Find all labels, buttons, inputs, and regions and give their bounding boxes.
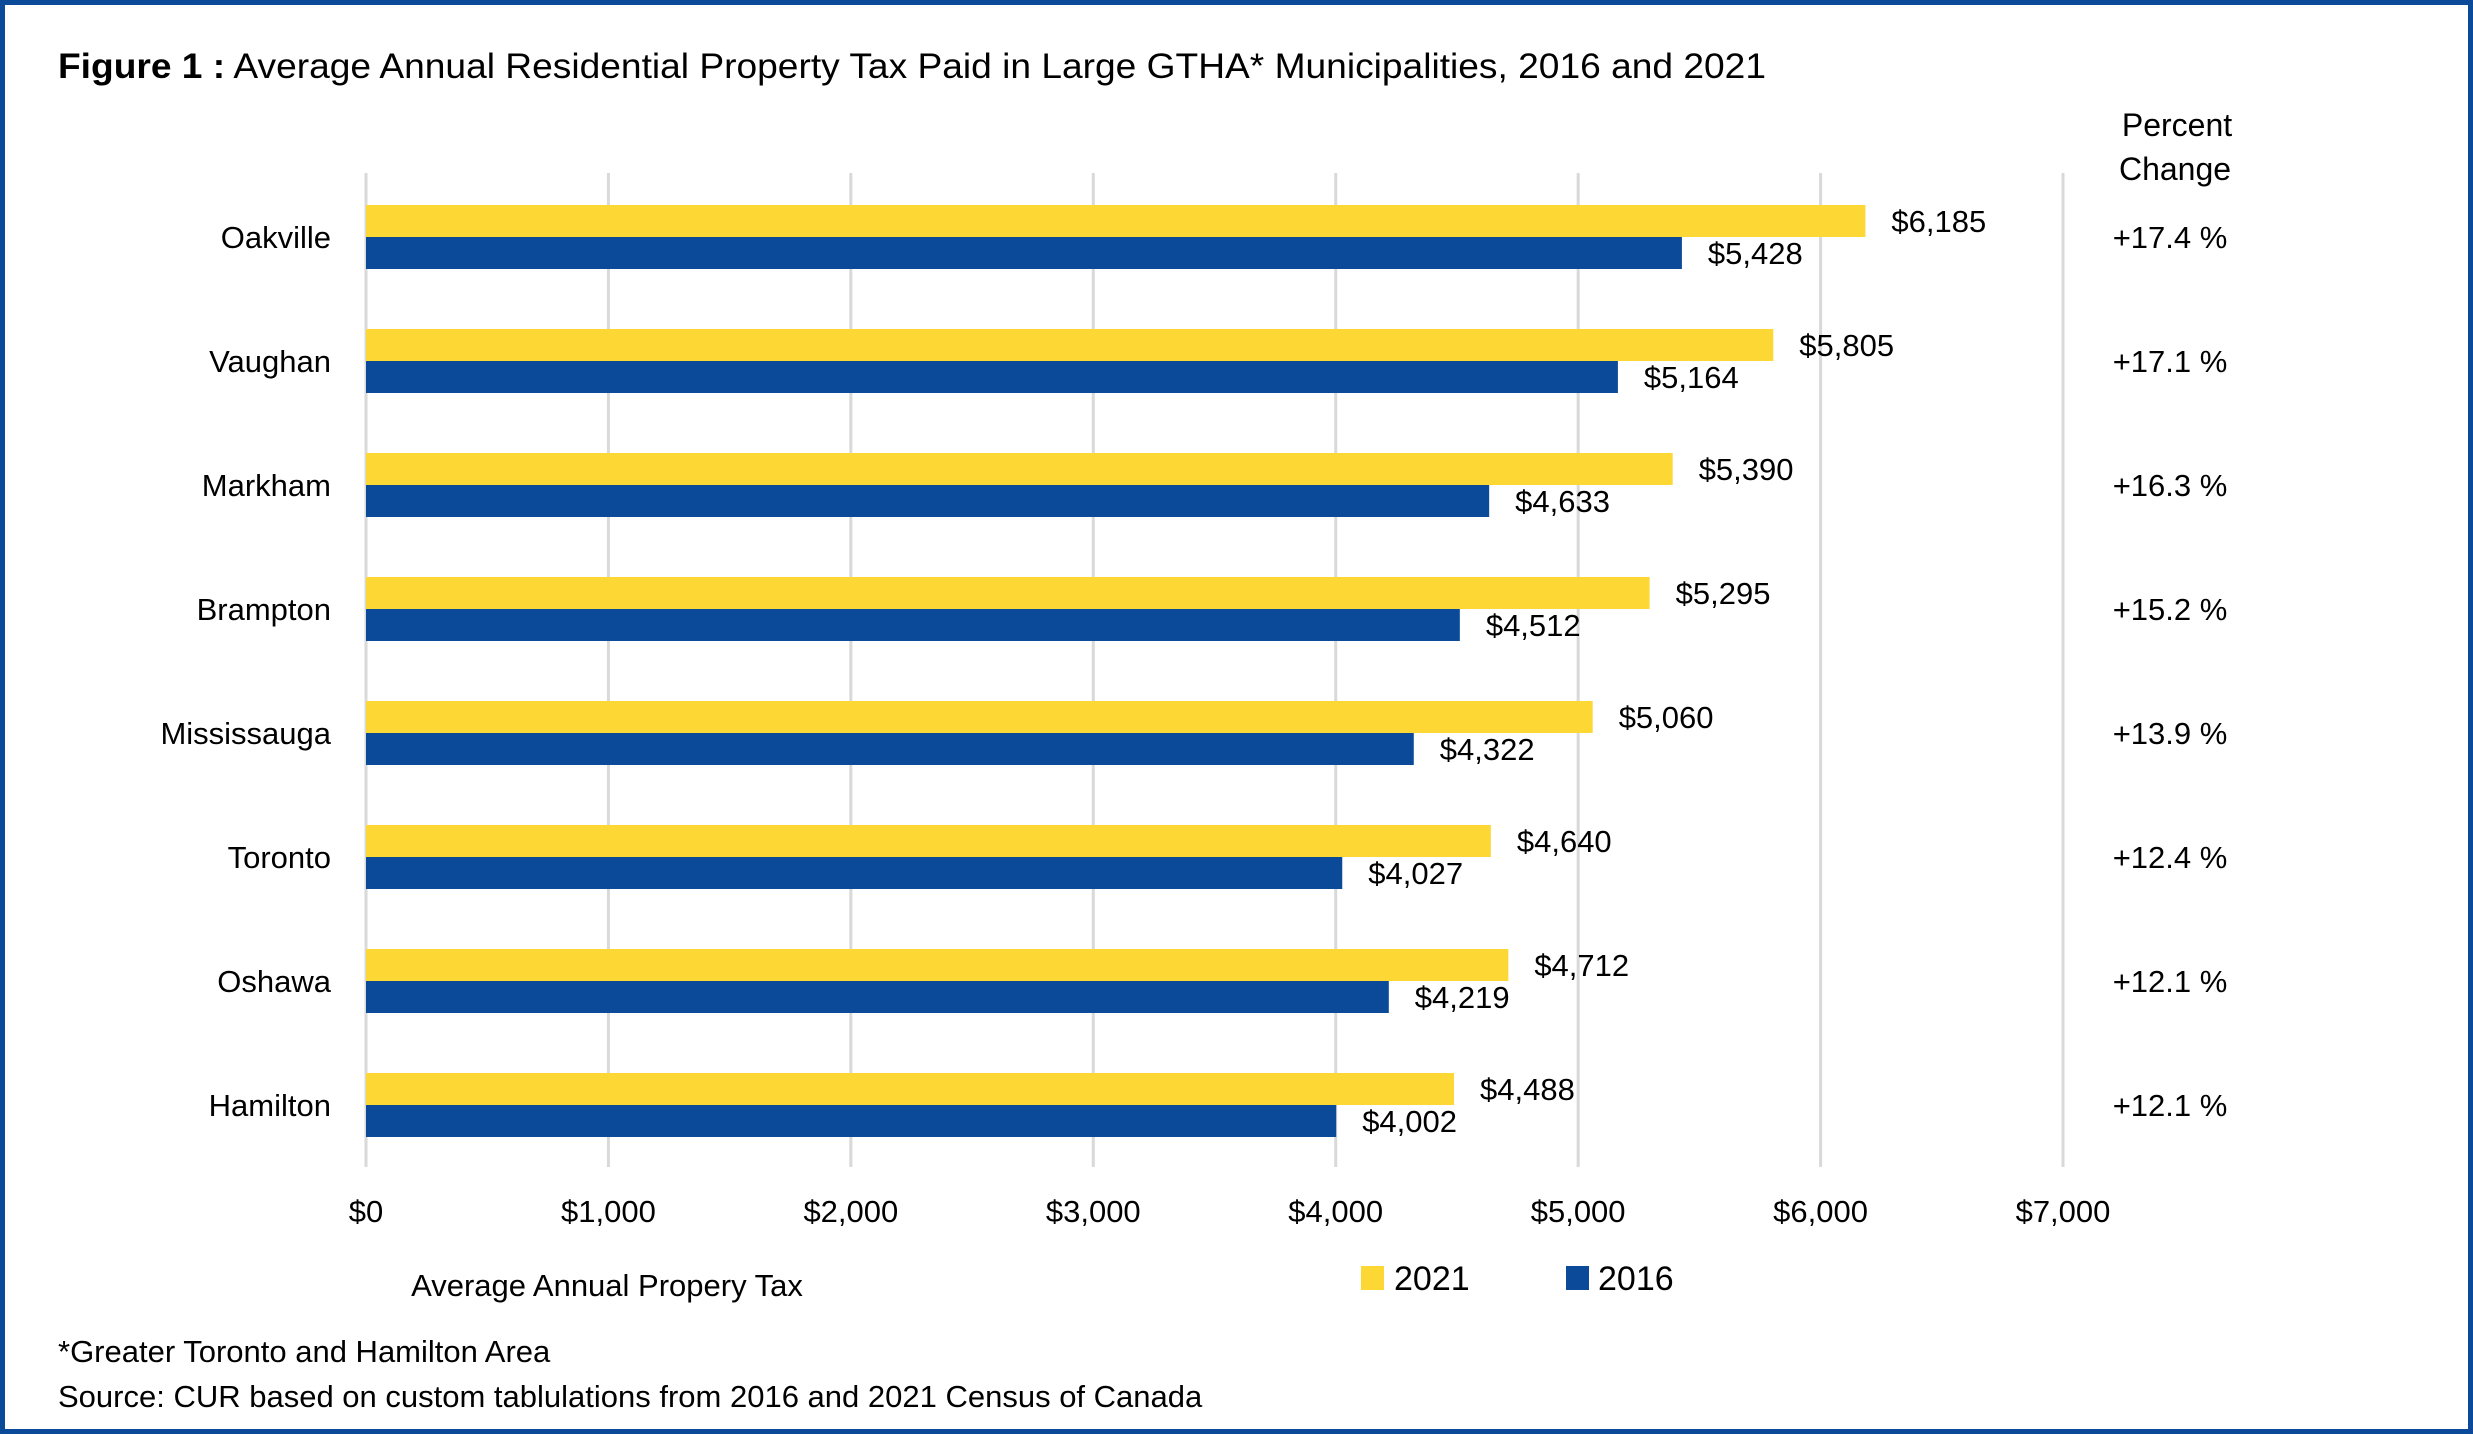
x-tick-label: $4,000: [1288, 1194, 1383, 1229]
bar-2016: [366, 733, 1414, 765]
value-label-2016: $4,002: [1362, 1104, 1457, 1139]
category-label: Markham: [202, 468, 331, 503]
value-label-2016: $4,027: [1368, 856, 1463, 891]
value-label-2021: $5,295: [1676, 576, 1771, 611]
percent-change-value: +13.9 %: [2113, 716, 2228, 751]
x-tick-label: $0: [349, 1194, 383, 1229]
value-label-2021: $4,488: [1480, 1072, 1575, 1107]
percent-header-line1: Percent: [2122, 107, 2232, 143]
legend-label-2016: 2016: [1598, 1260, 1674, 1298]
bar-2016: [366, 981, 1389, 1013]
value-label-2021: $6,185: [1891, 204, 1986, 239]
value-label-2016: $5,428: [1708, 236, 1803, 271]
category-label: Brampton: [197, 592, 331, 627]
percent-change-value: +12.1 %: [2113, 1088, 2228, 1123]
bar-2016: [366, 609, 1460, 641]
percent-header-line2: Change: [2119, 151, 2231, 187]
chart-title: Figure 1 : Average Annual Residential Pr…: [58, 47, 1766, 86]
legend-swatch-2016: [1566, 1266, 1589, 1290]
legend-label-2021: 2021: [1394, 1260, 1470, 1298]
percent-change-value: +17.4 %: [2113, 220, 2228, 255]
bar-2021: [366, 329, 1774, 361]
percent-change-value: +12.4 %: [2113, 840, 2228, 875]
value-label-2016: $4,633: [1515, 484, 1610, 519]
footnote-source: Source: CUR based on custom tablulations…: [58, 1379, 1203, 1414]
percent-change-value: +16.3 %: [2113, 468, 2228, 503]
bar-2016: [366, 237, 1682, 269]
percent-change-value: +15.2 %: [2113, 592, 2228, 627]
category-label: Oakville: [221, 220, 331, 255]
bar-2021: [366, 825, 1491, 857]
value-label-2016: $4,219: [1415, 980, 1510, 1015]
legend-swatch-2021: [1361, 1266, 1384, 1290]
title-text: Average Annual Residential Property Tax …: [233, 47, 1766, 86]
x-tick-label: $7,000: [2016, 1194, 2111, 1229]
bar-2021: [366, 1073, 1455, 1105]
category-label: Vaughan: [209, 344, 331, 379]
bar-2021: [366, 701, 1593, 733]
category-label: Hamilton: [209, 1088, 331, 1123]
value-label-2016: $4,512: [1486, 608, 1581, 643]
category-label: Mississauga: [160, 716, 331, 751]
category-label: Oshawa: [217, 964, 331, 999]
value-label-2021: $5,060: [1619, 700, 1714, 735]
percent-change-value: +17.1 %: [2113, 344, 2228, 379]
x-tick-label: $1,000: [561, 1194, 656, 1229]
x-tick-label: $3,000: [1046, 1194, 1141, 1229]
value-label-2016: $5,164: [1644, 360, 1739, 395]
bar-2021: [366, 205, 1866, 237]
value-label-2021: $4,640: [1517, 824, 1612, 859]
legend: 2021 2016: [1361, 1260, 1674, 1298]
footnote-gtha: *Greater Toronto and Hamilton Area: [58, 1334, 551, 1369]
x-tick-label: $6,000: [1773, 1194, 1868, 1229]
bar-2016: [366, 1105, 1337, 1137]
value-label-2021: $5,390: [1699, 452, 1794, 487]
x-tick-label: $5,000: [1531, 1194, 1626, 1229]
bar-2016: [366, 485, 1490, 517]
x-axis-label: Average Annual Propery Tax: [411, 1268, 803, 1303]
bar-2016: [366, 857, 1343, 889]
value-label-2021: $4,712: [1534, 948, 1629, 983]
bar-2016: [366, 361, 1618, 393]
category-label: Toronto: [228, 840, 331, 875]
bar-2021: [366, 577, 1650, 609]
percent-change-value: +12.1 %: [2113, 964, 2228, 999]
figure-number: Figure 1 :: [58, 47, 225, 86]
value-label-2016: $4,322: [1440, 732, 1535, 767]
bar-2021: [366, 453, 1673, 485]
x-tick-label: $2,000: [803, 1194, 898, 1229]
value-label-2021: $5,805: [1799, 328, 1894, 363]
bar-2021: [366, 949, 1509, 981]
